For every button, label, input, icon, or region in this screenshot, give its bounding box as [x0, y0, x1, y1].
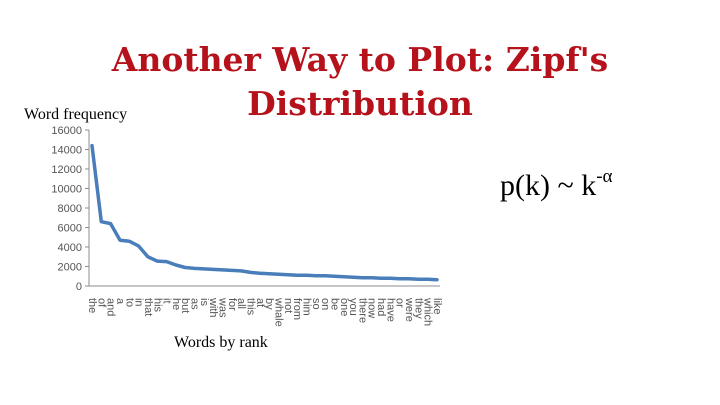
- x-tick-label: not: [282, 298, 294, 313]
- x-tick-label: it: [161, 298, 173, 304]
- data-point: [231, 269, 233, 271]
- data-point: [268, 273, 270, 275]
- y-tick-label: 0: [76, 281, 82, 293]
- x-tick-label: one: [338, 298, 350, 316]
- x-tick-label: or: [394, 298, 406, 308]
- data-point: [100, 221, 102, 223]
- data-point: [305, 274, 308, 276]
- x-tick-label: at: [254, 298, 266, 307]
- data-point: [399, 278, 401, 280]
- y-tick-label: 16000: [51, 125, 82, 137]
- data-point: [343, 276, 345, 278]
- data-point: [138, 245, 140, 247]
- y-tick-label: 12000: [51, 164, 82, 176]
- x-tick-label: of: [95, 298, 107, 308]
- data-point: [389, 277, 391, 279]
- x-tick-label: whale: [272, 297, 284, 327]
- x-tick-label: is: [198, 298, 210, 306]
- data-point: [427, 278, 429, 280]
- x-tick-label: with: [207, 297, 219, 318]
- data-point: [361, 277, 364, 279]
- data-point: [147, 256, 149, 258]
- y-tick-label: 2000: [58, 262, 82, 274]
- x-tick-label: which: [422, 297, 434, 326]
- data-point: [324, 275, 326, 277]
- x-tick-label: the: [86, 298, 98, 313]
- x-tick-label: that: [142, 298, 154, 316]
- x-tick-label: now: [366, 298, 378, 318]
- x-tick-label: were: [403, 297, 415, 322]
- x-tick-label: to: [123, 298, 135, 307]
- data-point: [287, 274, 289, 276]
- x-tick-label: they: [412, 298, 424, 319]
- data-point: [128, 240, 130, 242]
- data-point: [110, 223, 112, 225]
- x-tick-label: had: [375, 298, 387, 316]
- x-tick-label: there: [356, 298, 368, 323]
- data-point: [277, 273, 280, 275]
- x-tick-label: him: [300, 298, 312, 316]
- y-tick-label: 6000: [58, 223, 82, 235]
- data-point: [249, 271, 252, 273]
- data-point: [156, 260, 158, 262]
- formula-base: p(k) ~ k: [500, 169, 597, 202]
- x-tick-label: and: [105, 298, 117, 316]
- data-point: [193, 267, 196, 270]
- data-point: [408, 278, 410, 280]
- data-point: [184, 266, 186, 269]
- data-point: [212, 268, 214, 271]
- data-point: [221, 269, 224, 271]
- data-point: [165, 261, 168, 263]
- x-tick-label: he: [170, 298, 182, 310]
- x-tick-label: from: [291, 298, 303, 320]
- y-tick-label: 14000: [51, 145, 82, 157]
- x-axis-label: Words by rank: [174, 334, 268, 351]
- slide-title: Another Way to Plot: Zipf's Distribution: [111, 40, 609, 123]
- x-tick-label: in: [133, 298, 145, 307]
- zipf-formula: p(k) ~ k-α: [500, 166, 613, 203]
- data-point: [203, 268, 205, 270]
- data-point: [240, 270, 242, 272]
- data-point: [296, 274, 298, 276]
- x-tick-label: as: [189, 298, 201, 310]
- x-tick-label: by: [263, 298, 275, 310]
- data-point: [352, 276, 354, 278]
- data-point: [315, 275, 317, 277]
- data-point: [259, 272, 261, 274]
- x-tick-label: his: [151, 298, 163, 313]
- x-tick-label: this: [245, 298, 257, 316]
- y-tick-label: 10000: [51, 184, 82, 196]
- x-tick-label: for: [226, 298, 238, 311]
- data-point: [333, 275, 336, 277]
- x-tick-label: so: [310, 298, 322, 310]
- y-tick-label: 8000: [58, 203, 82, 215]
- formula-exponent: -α: [596, 166, 613, 187]
- y-tick-label: 4000: [58, 242, 82, 254]
- data-point: [371, 277, 373, 279]
- data-point: [417, 278, 419, 280]
- x-tick-label: be: [328, 298, 340, 310]
- y-axis-label: Word frequency: [24, 106, 128, 123]
- x-tick-label: a: [114, 298, 126, 305]
- x-tick-label: on: [319, 298, 331, 310]
- x-tick-label: was: [217, 297, 229, 318]
- x-tick-label: have: [384, 298, 396, 322]
- data-point: [119, 239, 121, 241]
- series-line: [90, 143, 439, 282]
- data-point: [175, 264, 177, 266]
- data-point: [91, 145, 93, 147]
- data-point: [380, 277, 382, 279]
- x-tick-label: you: [347, 298, 359, 316]
- x-tick-label: like: [431, 298, 443, 315]
- x-tick-label: all: [235, 298, 247, 309]
- data-point: [436, 279, 438, 281]
- x-tick-label: but: [179, 298, 191, 313]
